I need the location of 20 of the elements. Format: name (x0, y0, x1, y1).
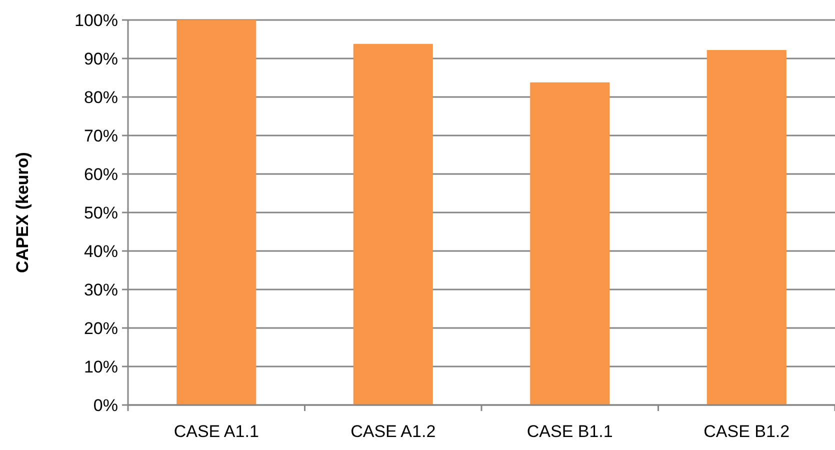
x-tick-label: CASE B1.2 (704, 422, 790, 441)
x-tick-label: CASE B1.1 (526, 422, 613, 441)
y-tick-label: 0% (93, 396, 118, 415)
y-tick-label: 60% (84, 164, 118, 184)
y-tick-label: 30% (84, 280, 118, 300)
y-tick-label: 20% (84, 318, 118, 338)
bar (353, 44, 433, 405)
y-axis-title: CAPEX (keuro) (13, 152, 32, 273)
x-tick-label: CASE A1.2 (350, 422, 436, 441)
y-tick-label: 70% (84, 126, 118, 146)
x-tick-label: CASE A1.1 (174, 422, 259, 441)
y-tick-label: 40% (84, 242, 118, 261)
y-tick-label: 10% (84, 357, 118, 376)
bar (176, 20, 256, 405)
bar (530, 82, 610, 405)
y-tick-label: 80% (84, 88, 118, 107)
y-tick-label: 90% (84, 49, 118, 68)
bar (706, 50, 786, 405)
y-tick-label: 100% (74, 10, 118, 30)
y-tick-label: 50% (84, 203, 118, 222)
